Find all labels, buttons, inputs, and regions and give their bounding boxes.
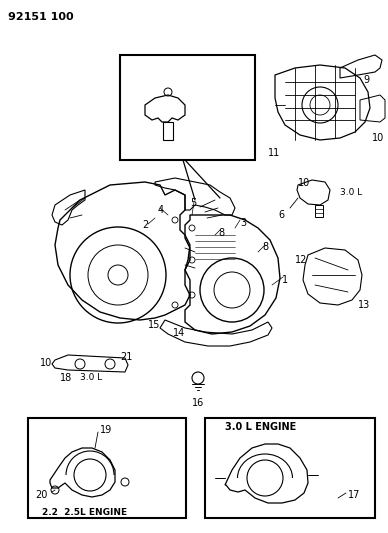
Text: 1: 1 [282, 275, 288, 285]
Text: 11: 11 [268, 148, 280, 158]
Text: 3.0 L: 3.0 L [80, 373, 102, 382]
Text: 17: 17 [348, 490, 360, 500]
Text: 20: 20 [35, 490, 47, 500]
Text: 3.0 L: 3.0 L [340, 188, 362, 197]
Text: 8: 8 [218, 228, 224, 238]
Text: 21: 21 [120, 352, 132, 362]
Text: 9: 9 [363, 75, 369, 85]
Text: 4: 4 [158, 205, 164, 215]
Bar [28, 418, 186, 518]
Bar [120, 55, 255, 160]
Text: 92151 100: 92151 100 [8, 12, 74, 22]
Text: 15: 15 [148, 320, 160, 330]
Text: 19: 19 [100, 425, 112, 435]
Bar [315, 205, 323, 217]
Text: 14: 14 [173, 328, 185, 338]
Text: 5: 5 [190, 198, 196, 208]
Text: 12: 12 [295, 255, 307, 265]
Bar [205, 418, 375, 518]
Text: 10: 10 [372, 133, 384, 143]
Text: 2: 2 [142, 220, 148, 230]
Text: 3: 3 [240, 218, 246, 228]
Text: 8: 8 [262, 242, 268, 252]
Text: 13: 13 [358, 300, 370, 310]
Text: 6: 6 [278, 210, 284, 220]
Text: 10: 10 [40, 358, 52, 368]
Text: 3: 3 [153, 62, 159, 72]
Text: 10: 10 [298, 178, 310, 188]
Bar [163, 122, 173, 140]
Text: 18: 18 [60, 373, 72, 383]
Text: 2.2  2.5L ENGINE: 2.2 2.5L ENGINE [42, 508, 127, 517]
Text: 3.0 L ENGINE: 3.0 L ENGINE [225, 422, 296, 432]
Text: 16: 16 [192, 398, 204, 408]
